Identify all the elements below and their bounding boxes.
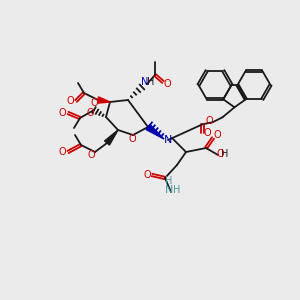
Text: N: N [164, 135, 172, 145]
Text: O: O [213, 130, 221, 140]
Text: O: O [58, 147, 66, 157]
Text: O: O [143, 170, 151, 180]
Text: H: H [165, 176, 173, 186]
Text: O: O [216, 149, 224, 159]
Text: O: O [87, 150, 95, 160]
Text: O: O [58, 108, 66, 118]
Text: O: O [163, 79, 171, 89]
Text: O: O [204, 128, 211, 138]
Text: H: H [221, 149, 229, 159]
Text: H: H [147, 77, 155, 87]
Text: H: H [173, 185, 181, 195]
Text: O: O [128, 134, 136, 144]
Text: O: O [90, 98, 98, 108]
Text: O: O [206, 116, 213, 126]
Polygon shape [105, 130, 118, 145]
Text: N: N [141, 77, 149, 87]
Polygon shape [98, 97, 110, 103]
Text: O: O [66, 96, 74, 106]
Polygon shape [146, 124, 164, 139]
Text: N: N [165, 185, 173, 195]
Text: O: O [86, 108, 94, 118]
